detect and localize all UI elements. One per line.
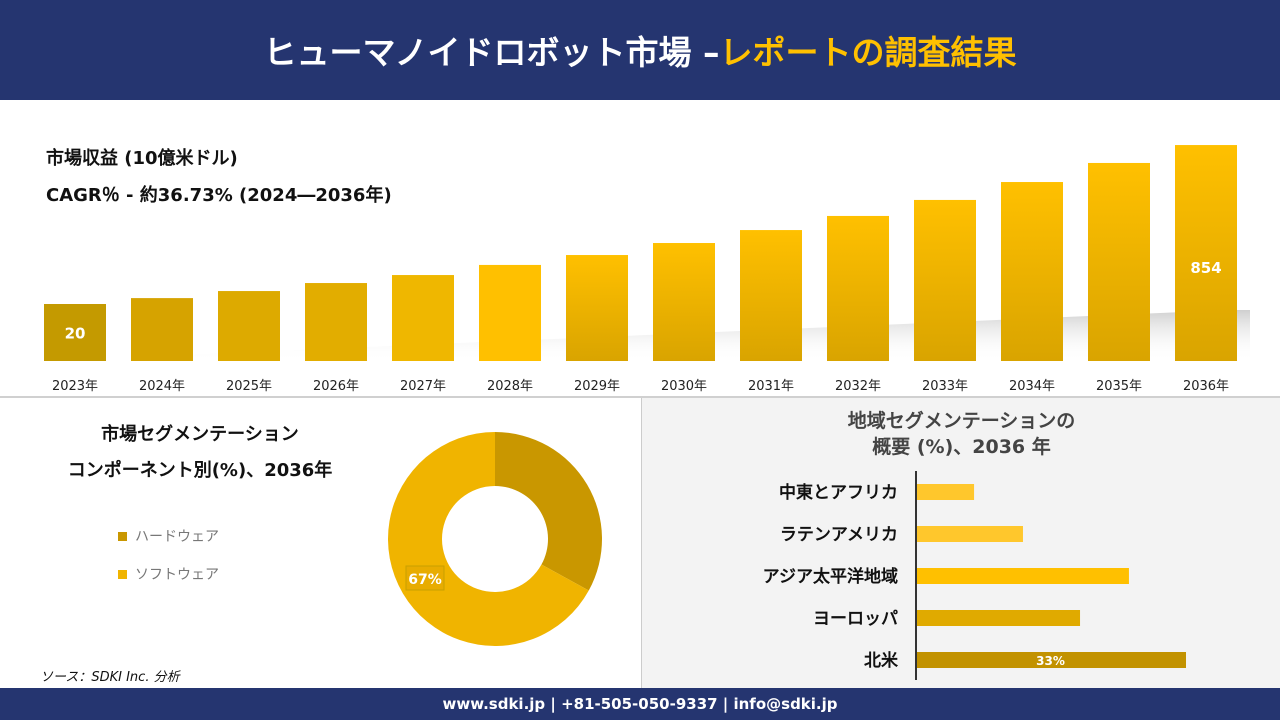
bar-2027年 [392,275,454,361]
x-tick-label: 2028年 [487,379,533,394]
bar-2035年 [1088,162,1150,361]
x-tick-label: 2023年 [52,379,98,394]
x-tick-label: 2036年 [1183,379,1229,394]
bar-2030年 [653,243,715,361]
component-segment-panel: 市場セグメンテーション コンポーネント別(%)、2036年 ハードウェア ソフト… [0,398,640,688]
component-title-2: コンポーネント別(%)、2036年 [67,460,333,481]
donut-slice-ハードウェア [495,432,602,591]
x-tick-label: 2029年 [574,379,620,394]
donut-slice-ソフトウェア [388,432,589,646]
x-tick-label: 2025年 [226,379,272,394]
bar-2024年 [131,298,193,361]
bar-2032年 [827,215,889,361]
source-note: ソース：SDKI Inc. 分析 [40,670,180,685]
bar-2036年 [1175,145,1237,361]
data-label: 854 [1190,259,1221,277]
category-label: ヨーロッパ [813,609,898,629]
legend-software: ソフトウェア [118,564,219,584]
bar-アジア太平洋地域 [917,568,1129,584]
bar-北米 [917,652,1186,668]
bar-2026年 [305,283,367,361]
bar-中東とアフリカ [917,484,975,500]
component-donut: 67% [388,432,602,646]
category-label: 北米 [864,650,899,671]
legend-hardware: ハードウェア [118,526,219,546]
legend-swatch [118,531,127,541]
bar-ヨーロッパ [917,610,1081,626]
data-label: 20 [65,325,86,343]
x-tick-label: 2035年 [1096,379,1142,394]
data-label-box [405,565,445,591]
category-label: ラテンアメリカ [780,525,898,545]
legend-label: ハードウェア [135,529,219,545]
x-tick-label: 2034年 [1009,379,1055,394]
x-tick-label: 2027年 [400,379,446,394]
data-label: 67% [408,572,442,588]
footer-contact: www.sdki.jp | +81-505-050-9337 | info@sd… [0,688,1280,720]
revenue-title: 市場収益 (10億米ドル) [46,148,238,169]
divider [0,396,1280,398]
bar-2028年 [479,264,541,361]
bar-2029年 [566,255,628,361]
x-tick-label: 2031年 [748,379,794,394]
bar-2034年 [1001,182,1063,361]
page-header: ヒューマノイドロボット市場 – レポートの調査結果 [0,0,1280,100]
title-accent: レポートの調査結果 [719,33,1017,72]
category-label: 中東とアフリカ [779,482,898,503]
data-label: 33% [1036,654,1065,668]
legend-swatch [118,569,127,579]
x-tick-label: 2024年 [139,379,185,394]
region-segment-panel: 地域セグメンテーションの 概要 (%)、2036 年 中東とアフリカ ラテンアメリ… [641,398,1280,688]
x-tick-label: 2032年 [835,379,881,394]
component-title-1: 市場セグメンテーション [101,424,299,445]
x-tick-label: 2033年 [922,379,968,394]
x-tick-label: 2030年 [661,379,707,394]
region-title-1: 地域セグメンテーションの [847,410,1076,432]
revenue-bars-svg: 2023年 20 2024年 2025年 2026年 2027年 2028年 2029年 203… [40,145,1250,394]
bar-ラテンアメリカ [917,526,1023,542]
bar-2025年 [218,291,280,361]
x-tick-label: 2026年 [313,379,359,394]
bar-2023年 [44,304,106,361]
bar-2031年 [740,230,802,361]
title-main: ヒューマノイドロボット市場 – [263,33,720,72]
cagr-text: CAGR％ - 約36.73% (2024―2036年) [46,185,392,206]
category-label: アジア太平洋地域 [763,566,898,587]
legend-label: ソフトウェア [135,567,219,583]
region-title-2: 概要 (%)、2036 年 [872,436,1051,458]
bar-2033年 [914,199,976,361]
revenue-chart: 2023年 20 2024年 2025年 2026年 2027年 2028年 2029年 203… [0,100,1280,396]
